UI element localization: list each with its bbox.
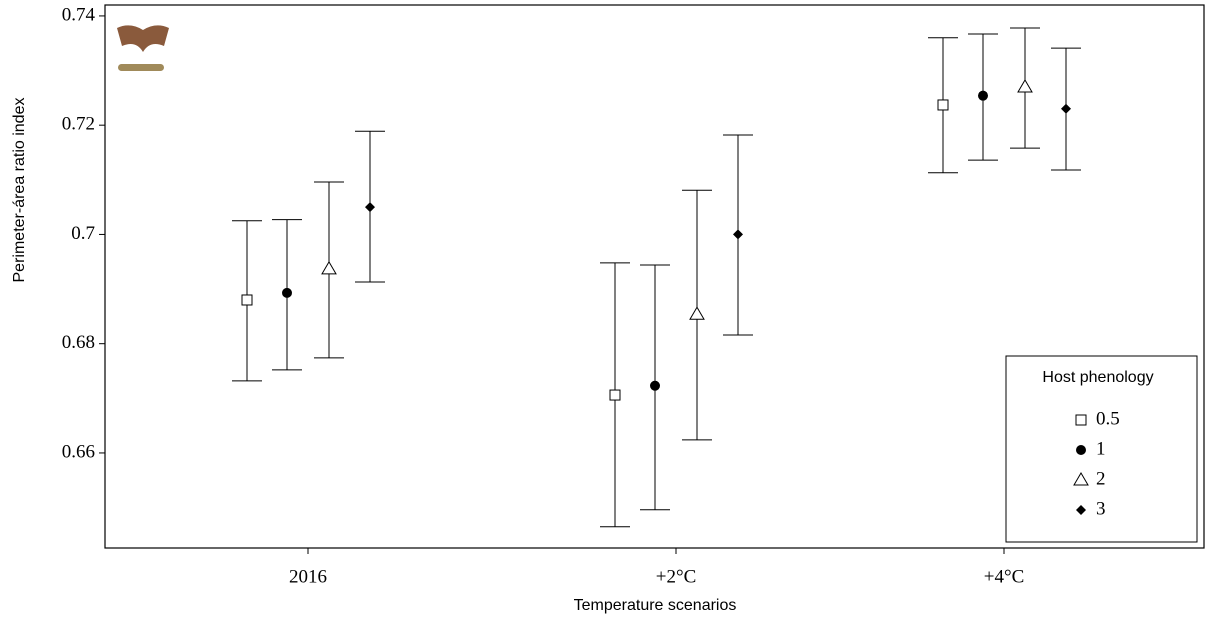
x-tick-label: +4°C [984,566,1025,587]
point [1017,78,1033,93]
legend-label: 2 [1096,468,1106,489]
x-axis-label: Temperature scenarios [574,597,737,614]
legend-marker [1076,445,1086,455]
point [689,306,705,320]
y-tick-label: 0.72 [62,114,95,135]
legend-marker [1073,472,1089,486]
legend-label: 0.5 [1096,408,1120,429]
y-tick-label: 0.66 [62,441,95,462]
point [1061,103,1071,114]
point [937,99,949,111]
x-tick-label: 2016 [289,566,327,587]
point [650,380,660,391]
point [282,287,292,298]
point [733,229,743,240]
legend-label: 1 [1096,438,1106,459]
y-tick-label: 0.68 [62,332,95,353]
legend-label: 3 [1096,498,1106,519]
y-tick-label: 0.74 [62,4,96,25]
point [241,294,253,306]
point [609,389,621,401]
legend-box [1005,355,1198,543]
point [321,260,337,275]
moth-icon [117,25,169,71]
y-axis-label: Perimeter-área ratio index [11,98,28,283]
legend-marker [1075,414,1087,426]
point [978,90,988,101]
legend-title: Host phenology [1042,369,1153,386]
y-tick-label: 0.7 [71,223,95,244]
x-tick-label: +2°C [656,566,697,587]
legend-marker [1076,505,1086,515]
point [365,202,375,213]
plot-frame [104,4,1205,549]
